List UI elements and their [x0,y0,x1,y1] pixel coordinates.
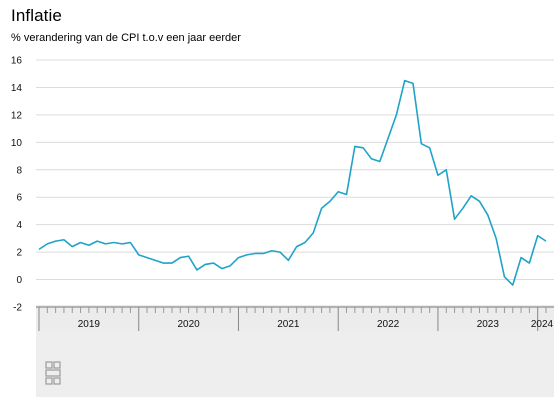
year-label: 2023 [477,319,500,330]
year-label: 2019 [78,319,101,330]
y-tick-label: 16 [11,56,23,67]
y-tick-label: 4 [16,220,22,231]
chart-title: Inflatie [11,6,62,25]
gridlines [36,59,554,308]
chart-subtitle: % verandering van de CPI t.o.v een jaar … [11,32,241,44]
y-tick-label: 10 [11,138,23,149]
year-label: 2020 [177,319,200,330]
year-label: 2021 [277,319,300,330]
y-tick-label: 0 [16,275,22,286]
x-axis: 2019 2020 2021 2022 2023 2024 [36,306,554,331]
y-tick-label: -2 [13,303,22,314]
y-tick-label: 6 [16,193,22,204]
series-line [38,79,547,286]
y-axis-tick-labels: -2 0 2 4 6 8 10 12 14 16 [11,56,23,314]
year-label: 2024 [531,319,554,330]
y-tick-label: 2 [16,248,22,259]
series-group [38,79,547,286]
y-tick-label: 8 [16,165,22,176]
y-tick-label: 12 [11,110,23,121]
year-label: 2022 [377,319,400,330]
cbs-logo-icon [45,361,61,385]
y-tick-label: 14 [11,83,23,94]
footer-panel [36,331,554,397]
